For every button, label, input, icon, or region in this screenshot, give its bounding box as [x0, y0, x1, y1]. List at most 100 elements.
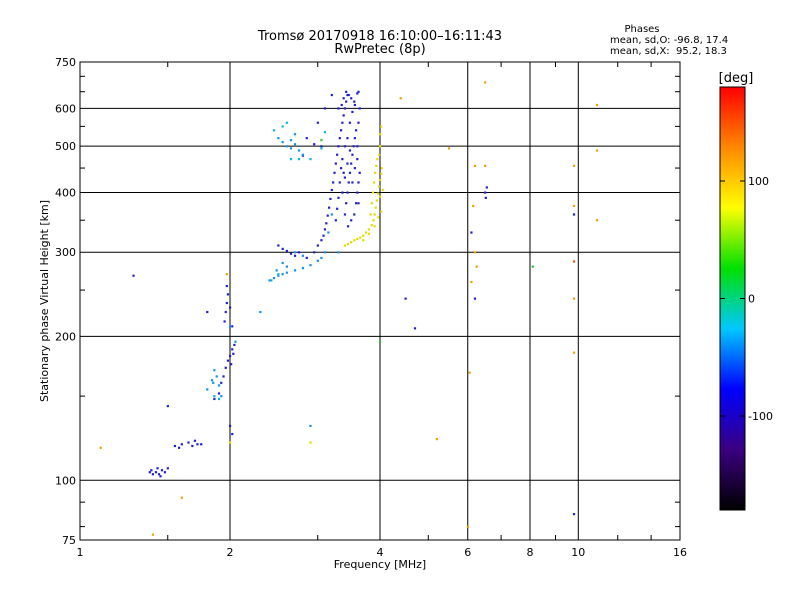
data-point [358, 107, 361, 110]
data-point [330, 213, 333, 216]
data-point [348, 171, 352, 174]
x-tick-label: 16 [673, 546, 687, 559]
data-point [285, 145, 288, 148]
data-point [377, 185, 381, 188]
colorbar-tick-label: 0 [748, 293, 755, 306]
data-point [297, 251, 301, 254]
data-point [357, 202, 360, 205]
data-point [572, 204, 576, 208]
data-point [277, 273, 280, 276]
data-point [343, 145, 347, 148]
data-point [470, 280, 473, 284]
data-point [229, 306, 232, 309]
data-point [572, 213, 576, 216]
data-point [345, 100, 348, 103]
data-point [191, 444, 194, 448]
data-point [370, 224, 373, 227]
data-point [473, 164, 477, 167]
data-point [379, 195, 382, 198]
data-point [572, 297, 576, 300]
data-point [163, 471, 167, 474]
data-point [213, 369, 216, 372]
data-point [375, 164, 378, 167]
data-point [334, 219, 337, 222]
data-point [362, 234, 365, 237]
y-axis-label: Stationary phase Virtual Height [km] [38, 200, 51, 402]
data-point [309, 441, 312, 444]
data-point [217, 397, 221, 401]
data-point [346, 191, 349, 194]
data-point [159, 475, 162, 478]
data-point [323, 107, 327, 110]
data-point [285, 271, 288, 274]
data-point [166, 405, 169, 408]
y-tick-label: 75 [62, 534, 76, 547]
data-point [297, 149, 301, 152]
data-point [359, 236, 362, 239]
data-point [210, 379, 214, 382]
data-point [572, 351, 576, 354]
data-point [370, 202, 373, 205]
data-point [351, 153, 354, 156]
data-point [356, 237, 359, 241]
data-point [341, 121, 344, 124]
x-axis-ticks: 1 2 4 6 8 10 16 [77, 62, 687, 559]
data-point [485, 186, 488, 189]
data-point [187, 441, 190, 444]
data-point [341, 191, 344, 194]
x-tick-label: 8 [527, 546, 534, 559]
data-point [229, 441, 232, 444]
data-point [281, 141, 284, 144]
data-point [327, 206, 331, 209]
data-point [531, 265, 534, 268]
data-point [375, 199, 378, 202]
data-point [470, 231, 473, 234]
data-point [350, 241, 353, 244]
data-point [225, 284, 228, 288]
data-point [346, 243, 350, 246]
data-point [379, 178, 382, 182]
data-point [281, 125, 284, 128]
data-point [337, 107, 340, 110]
data-point [323, 251, 327, 254]
data-point [200, 443, 203, 446]
y-tick-label: 500 [55, 140, 76, 153]
data-point [213, 397, 216, 401]
data-point [380, 125, 383, 128]
data-point [224, 366, 227, 369]
data-point [484, 164, 487, 167]
data-point [347, 93, 350, 97]
data-point [196, 443, 199, 446]
data-point [333, 171, 336, 174]
data-point [309, 264, 312, 267]
data-point [327, 231, 330, 234]
y-tick-label: 100 [55, 474, 76, 487]
data-point [373, 213, 376, 216]
x-tick-label: 4 [377, 546, 384, 559]
data-point [329, 197, 332, 201]
data-point [309, 158, 312, 161]
data-point [353, 213, 356, 216]
data-point [323, 131, 327, 134]
data-point [337, 145, 340, 148]
data-point [356, 158, 359, 161]
colorbar-tick-label: 100 [748, 175, 769, 188]
data-point [289, 139, 293, 142]
data-points [99, 81, 599, 536]
data-point [377, 216, 380, 219]
data-point [372, 219, 375, 222]
data-point [316, 244, 319, 247]
data-point [272, 129, 276, 132]
data-point [336, 207, 339, 210]
data-point [472, 204, 475, 208]
data-point [231, 325, 234, 328]
data-point [595, 103, 599, 107]
data-point [348, 121, 352, 124]
data-point [289, 158, 293, 161]
data-point [336, 153, 339, 156]
data-point [345, 90, 348, 93]
data-point [475, 265, 478, 268]
data-point [342, 114, 345, 117]
data-point [285, 265, 288, 268]
data-point [316, 121, 319, 124]
